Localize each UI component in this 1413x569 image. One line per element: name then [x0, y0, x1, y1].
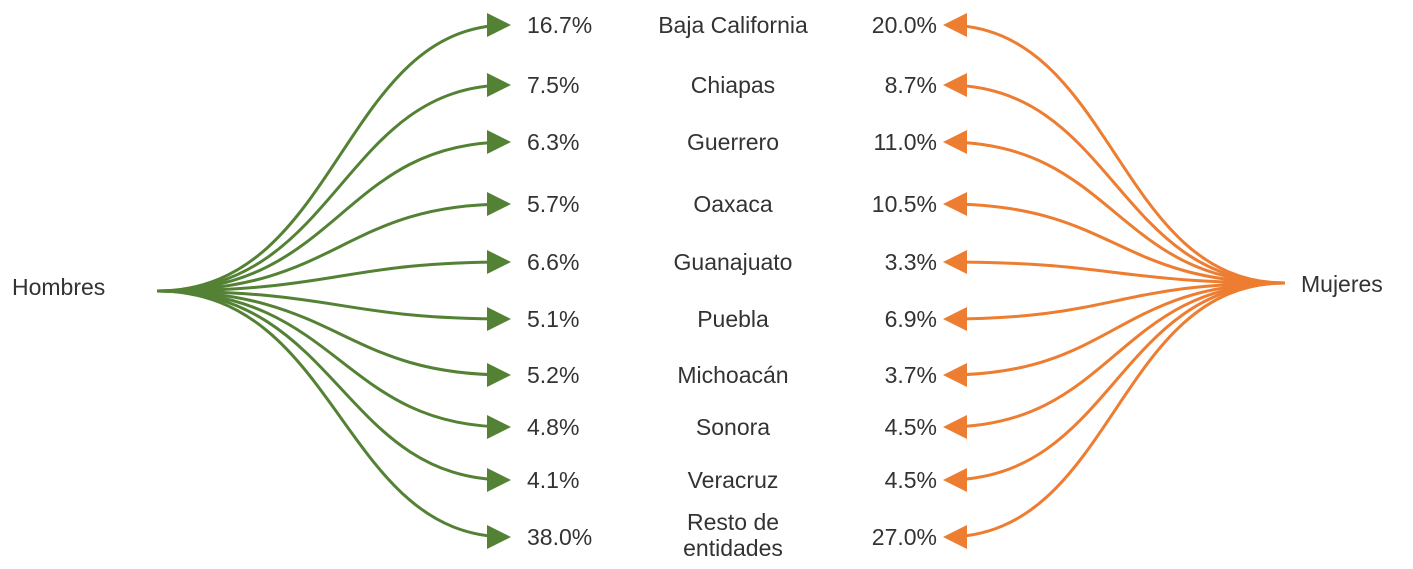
mujeres-pct: 3.3% [884, 249, 937, 275]
state-name: Sonora [695, 414, 771, 440]
mujeres-pct: 8.7% [884, 72, 937, 98]
left-arrow [156, 73, 511, 293]
state-name: Baja California [658, 12, 808, 38]
hombres-pct: 6.3% [527, 129, 580, 155]
hombres-pct: 4.8% [527, 414, 580, 440]
right-arrow [943, 281, 1286, 439]
left-arrow [156, 13, 511, 293]
left-arrow [156, 130, 511, 293]
left-arrow [156, 289, 511, 439]
right-arrow [943, 13, 1286, 285]
left-arrow [156, 289, 511, 331]
mujeres-pct: 4.5% [884, 414, 937, 440]
hombres-pct: 38.0% [527, 524, 593, 550]
hombres-pct: 5.1% [527, 306, 580, 332]
left-arrow [156, 289, 511, 387]
state-name: Chiapas [690, 72, 776, 98]
right-arrow [943, 281, 1286, 549]
hombres-pct: 7.5% [527, 72, 580, 98]
hombres-pct: 5.7% [527, 191, 580, 217]
mujeres-pct: 10.5% [871, 191, 937, 217]
state-name: Resto de entidades [683, 509, 783, 561]
right-arrow [943, 130, 1286, 285]
mujeres-pct: 3.7% [884, 362, 937, 388]
state-name: Guerrero [686, 129, 780, 155]
left-arrow [156, 250, 511, 293]
hombres-pct: 6.6% [527, 249, 580, 275]
mujeres-pct: 6.9% [884, 306, 937, 332]
right-arrow [943, 281, 1286, 387]
mujeres-pct: 20.0% [871, 12, 937, 38]
left-arrow [156, 289, 511, 549]
right-arrow [943, 192, 1286, 285]
left-label: Hombres [12, 274, 106, 300]
right-arrow [943, 250, 1286, 285]
left-arrow [156, 289, 511, 492]
state-name: Guanajuato [673, 249, 793, 275]
hombres-pct: 16.7% [527, 12, 593, 38]
left-arrow [156, 192, 511, 293]
right-arrow [943, 281, 1286, 492]
hombres-pct: 4.1% [527, 467, 580, 493]
state-name: Puebla [697, 306, 769, 332]
mujeres-pct: 27.0% [871, 524, 937, 550]
right-arrow [943, 73, 1286, 285]
state-name: Veracruz [687, 467, 779, 493]
right-label: Mujeres [1301, 271, 1383, 297]
mujeres-pct: 11.0% [873, 129, 937, 155]
right-arrow [943, 281, 1286, 331]
mujeres-pct: 4.5% [884, 467, 937, 493]
hombres-pct: 5.2% [527, 362, 580, 388]
state-name: Michoacán [677, 362, 789, 388]
state-name: Oaxaca [693, 191, 773, 217]
